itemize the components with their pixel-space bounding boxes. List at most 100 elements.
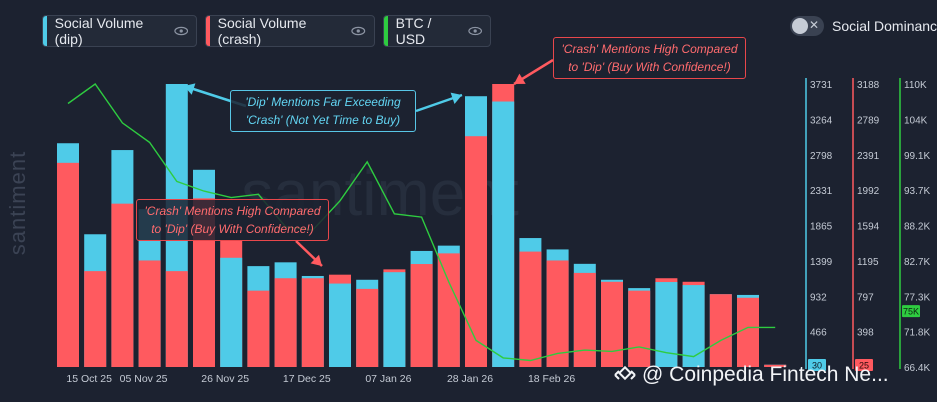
crash-bar [709,294,732,367]
crash-bar [437,253,460,367]
crash-bar [165,271,188,367]
btc-tick-label: 104K [904,115,928,126]
callout-line: 'Crash' Mentions High Compared [144,204,321,218]
crash-current-value: 25 [859,361,869,371]
eye-icon[interactable] [173,26,188,36]
dip-tick-label: 3731 [810,80,833,91]
eye-icon[interactable] [351,26,366,36]
crash-tick-label: 3188 [857,80,880,91]
dip-current-badge [808,359,826,371]
crash-bar [628,290,651,367]
arrows-group [183,58,554,267]
btc-tick-label: 71.8K [904,328,930,339]
credit-watermark: @ Coinpedia Fintech Ne... [612,363,889,387]
toggle-knob [792,18,808,34]
crash-bar [546,260,569,367]
callout-line: 'Dip' Mentions Far Exceeding [245,95,401,109]
callout-crash-top: 'Crash' Mentions High Compared to 'Dip' … [553,37,746,79]
x-tick-label: 07 Jan 26 [365,373,411,385]
crash-current-badge [855,359,873,371]
crash-bar [519,251,542,367]
dip-bar [682,285,705,367]
legend-btc-label: BTC / USD [395,15,432,47]
crash-bar [301,278,324,367]
callout-line: 'Crash' (Not Yet Time to Buy) [245,113,401,127]
crash-bar [247,290,270,367]
binance-logo-icon [614,365,636,381]
callout-crash-left: 'Crash' Mentions High Compared to 'Dip' … [136,199,329,241]
btc-price-line [67,83,776,362]
dip-bar [329,283,351,367]
dip-tick-label: 2798 [810,151,833,162]
arrow-dip-right-head [450,92,462,104]
dip-bar [383,272,406,367]
bars-group: santiment [57,84,787,367]
btc-tick-label: 93.7K [904,186,930,197]
arrow-crash-top-head [514,73,526,84]
x-tick-label: 26 Nov 25 [201,373,249,385]
x-tick-label: 05 Nov 25 [120,373,168,385]
callout-dip: 'Dip' Mentions Far Exceeding 'Crash' (No… [230,90,416,132]
crash-bar [410,264,433,367]
dip-bar [492,101,515,367]
crash-tick-label: 398 [857,328,874,339]
dip-tick-label: 1865 [810,222,833,233]
credit-text: @ Coinpedia Fintech Ne... [642,363,889,386]
btc-tick-label: 99.1K [904,151,930,162]
btc-tick-label: 66.4K [904,363,930,374]
crash-bar [111,203,134,367]
crash-tick-label: 797 [857,292,874,303]
dip-color-swatch [43,16,47,46]
btc-tick-label: 88.2K [904,222,930,233]
crash-bar [138,260,161,367]
crash-tick-label: 2391 [857,151,880,162]
crash-color-swatch [206,16,210,46]
x-tick-label: 17 Dec 25 [283,373,331,385]
arrow-dip-left-head [184,83,196,95]
dip-tick-label: 2331 [810,186,833,197]
close-icon: ✕ [808,18,819,32]
crash-bar [57,162,79,367]
btc-current-badge [902,305,920,318]
x-tick-label: 15 Oct 25 [66,373,112,385]
callout-line: 'Crash' Mentions High Compared [561,42,738,56]
crash-bar [601,281,623,367]
dip-bar [655,282,678,367]
crash-tick-label: 1992 [857,186,880,197]
crash-tick-label: 2789 [857,115,880,126]
callout-line: to 'Dip' (Buy With Confidence!) [568,60,731,74]
btc-tick-label: 82.7K [904,257,930,268]
x-ticks-group: 15 Oct 25 05 Nov 25 26 Nov 25 17 Dec 25 07 J… [66,373,575,385]
legend-dip-label: Social Volume (dip) [54,15,144,47]
btc-color-swatch [384,16,388,46]
crash-bar [737,297,759,367]
arrow-crash-left-head [310,254,322,266]
dip-tick-label: 466 [810,328,827,339]
dip-bar [220,257,243,367]
dip-current-value: 30 [812,361,822,371]
crash-tick-label: 1195 [857,257,879,268]
btc-line-group [67,83,776,362]
axes-group: 3731 3264 2798 2331 1865 1399 932 466 3188 2789 23… [805,78,930,374]
crash-bar [465,136,487,367]
x-tick-label: 18 Feb 26 [528,373,575,385]
crash-bar [764,364,787,367]
crash-bar [356,288,379,367]
social-dominance-toggle[interactable]: ✕ Social Dominance [790,16,937,36]
legend-crash[interactable]: Social Volume (crash) [205,15,375,47]
eye-icon[interactable] [467,26,482,36]
x-tick-label: 28 Jan 26 [447,373,493,385]
legend-dip[interactable]: Social Volume (dip) [42,15,197,47]
legend-crash-label: Social Volume (crash) [217,15,307,47]
dip-tick-label: 1399 [810,257,833,268]
crash-bar [84,271,107,367]
crash-bar [573,272,596,367]
toggle-switch[interactable]: ✕ [790,16,824,36]
callout-line: to 'Dip' (Buy With Confidence!) [151,222,314,236]
legend-btc[interactable]: BTC / USD [383,15,491,47]
crash-tick-label: 1594 [857,222,880,233]
social-dominance-label: Social Dominance [832,18,937,34]
btc-tick-label: 77.3K [904,292,930,303]
dip-tick-label: 3264 [810,115,833,126]
